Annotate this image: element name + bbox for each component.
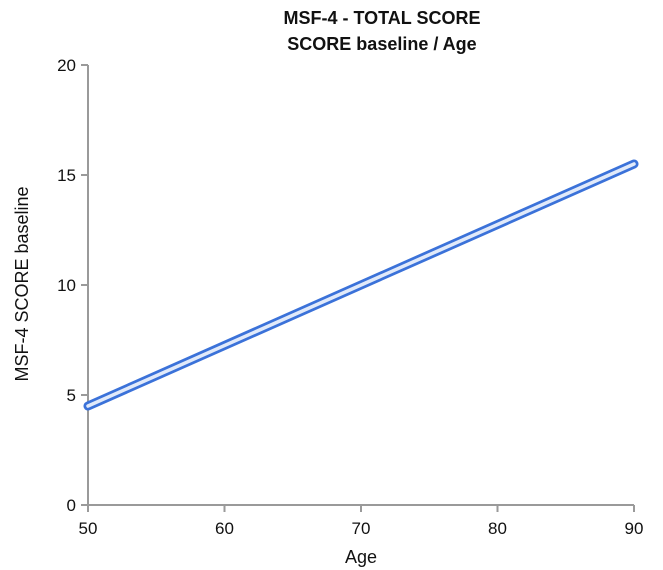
x-axis-ticks: 50 60 70 80 90 (79, 505, 644, 538)
series-line-highlight (86, 162, 636, 408)
x-tick-label: 90 (625, 519, 644, 538)
x-tick-label: 60 (215, 519, 234, 538)
x-axis-label: Age (345, 547, 377, 567)
chart-subtitle: SCORE baseline / Age (287, 34, 476, 54)
y-tick-label: 0 (67, 496, 76, 515)
x-tick-label: 50 (79, 519, 98, 538)
series-layer (83, 159, 639, 411)
y-tick-label: 20 (57, 56, 76, 75)
chart-title: MSF-4 - TOTAL SCORE (283, 8, 480, 28)
y-tick-label: 10 (57, 276, 76, 295)
y-axis-label: MSF-4 SCORE baseline (12, 186, 32, 381)
y-axis-ticks: 0 5 10 15 20 (57, 56, 88, 515)
y-tick-label: 15 (57, 166, 76, 185)
x-tick-label: 70 (352, 519, 371, 538)
x-tick-label: 80 (488, 519, 507, 538)
y-tick-label: 5 (67, 386, 76, 405)
